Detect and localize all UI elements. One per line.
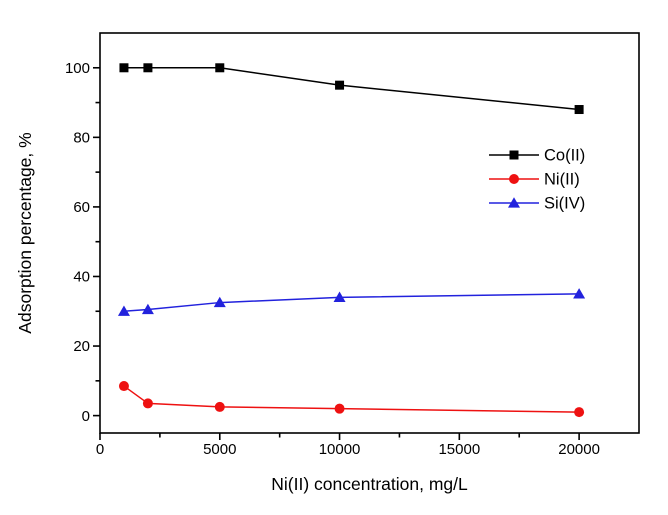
data-point-co-ii xyxy=(215,63,225,73)
data-point-si-iv xyxy=(117,305,130,316)
series-co-ii xyxy=(119,63,584,115)
legend-entry-co-ii: Co(II) xyxy=(489,147,585,165)
data-point-si-iv xyxy=(333,291,346,302)
y-axis-tick-label: 80 xyxy=(73,130,90,147)
plot-box xyxy=(99,32,640,434)
x-axis-tick-label: 5000 xyxy=(203,441,236,458)
x-axis-tick-label: 0 xyxy=(96,441,104,458)
data-point-si-iv xyxy=(573,288,586,299)
legend-marker-circle xyxy=(509,174,519,184)
y-axis-tick-label: 20 xyxy=(73,338,90,355)
data-point-co-ii xyxy=(119,63,129,73)
legend: Co(II) Ni(II) Si(IV) xyxy=(489,147,585,213)
y-axis-tick-label: 40 xyxy=(73,269,90,286)
legend-label: Ni(II) xyxy=(544,171,580,189)
x-axis-tick-label: 20000 xyxy=(558,441,600,458)
data-point-si-iv xyxy=(141,303,154,315)
legend-entry-si-iv: Si(IV) xyxy=(489,195,585,213)
x-axis-tick-label: 10000 xyxy=(319,441,361,458)
data-point-co-ii xyxy=(143,63,153,73)
legend-marker-triangle xyxy=(508,197,520,208)
legend-entry-ni-ii: Ni(II) xyxy=(489,171,580,189)
legend-marker-square xyxy=(509,150,519,160)
x-axis-title: Ni(II) concentration, mg/L xyxy=(271,474,468,494)
data-point-ni-ii xyxy=(334,403,345,414)
data-point-ni-ii xyxy=(214,401,225,412)
data-point-ni-ii xyxy=(118,381,129,392)
data-point-si-iv xyxy=(213,296,226,308)
legend-label: Co(II) xyxy=(544,147,585,165)
legend-label: Si(IV) xyxy=(544,195,585,213)
y-axis-tick-label: 100 xyxy=(65,60,90,77)
series-si-iv xyxy=(117,288,586,316)
y-axis-title: Adsorption percentage, % xyxy=(15,132,35,333)
data-point-ni-ii xyxy=(574,407,585,418)
y-axis-tick-label: 0 xyxy=(82,408,90,425)
data-point-co-ii xyxy=(574,105,584,115)
x-axis-tick-label: 15000 xyxy=(438,441,480,458)
y-axis-tick-label: 60 xyxy=(73,199,90,216)
series-ni-ii xyxy=(118,381,585,418)
data-point-co-ii xyxy=(335,80,345,90)
data-point-ni-ii xyxy=(142,398,153,409)
